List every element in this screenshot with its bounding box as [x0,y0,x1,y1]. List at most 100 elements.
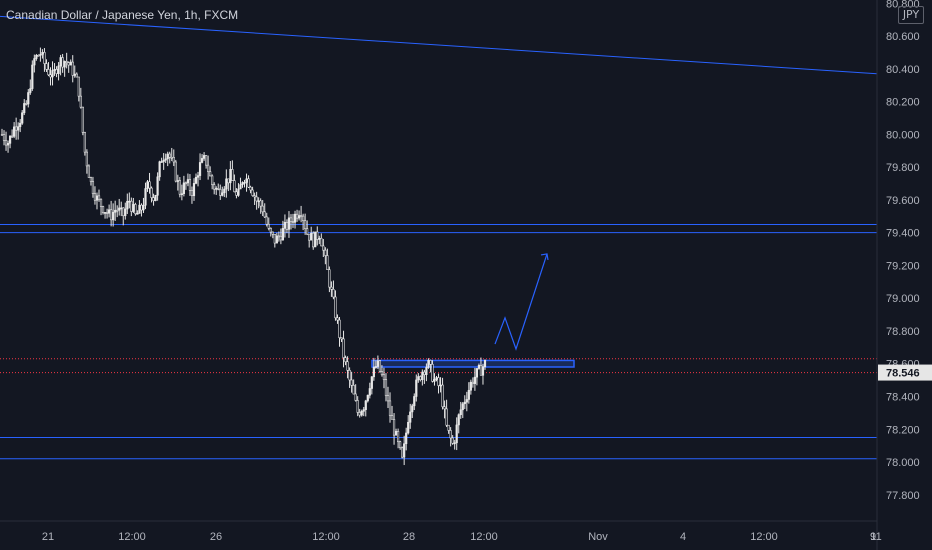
candle-body [326,255,329,270]
candle-body [306,228,309,235]
candle-body [73,73,76,76]
candle-body [479,365,483,376]
candle-body [118,207,121,211]
candle-body [196,175,200,178]
candle-body [439,384,442,387]
candle-body [340,337,343,340]
candle-body [463,401,466,405]
candle-body [63,61,66,68]
candle-body [453,442,456,445]
candle-body [413,396,416,407]
candle-body [53,69,56,71]
candle-body [87,165,90,178]
candle-body [467,389,470,400]
candle-body [233,180,236,193]
candle-body [237,188,240,196]
candle-body [8,135,12,144]
candle-body [380,371,384,376]
candle-body [81,106,84,133]
candle-body [249,186,252,191]
candle-body [421,371,424,381]
candle-body [409,411,412,423]
candle-body [207,164,210,172]
candle-body [83,132,86,153]
candle-body [352,385,355,395]
candle-body [85,151,88,167]
candle-body [374,366,377,368]
x-axis[interactable]: 21 12:00 26 12:00 28 12:00 Nov 4 12:00 911 [42,531,882,543]
candle-body [172,157,175,163]
candle-body [273,233,276,244]
candle-body [312,232,315,248]
trend-line [0,15,878,75]
x-tick-label: Nov [588,531,608,543]
candle-body [366,394,369,402]
candle-body [150,187,153,198]
price-lines [0,358,877,374]
candle-body [200,158,204,163]
candle-body [51,70,54,78]
candle-body [146,181,149,189]
candle-body [0,134,4,136]
horizontal-levels [0,223,877,460]
candle-body [134,204,137,215]
candle-body [287,217,291,230]
currency-badge[interactable]: JPY [898,6,924,24]
candle-body [289,217,293,223]
candle-body [219,189,222,196]
candle-body [281,228,285,241]
candle-body [401,447,404,458]
candle-body [108,209,111,214]
candle-body [334,296,337,319]
candle-body [368,388,371,396]
candle-body [275,235,278,244]
candle-body [392,419,396,436]
candle-body [376,360,379,367]
candle-body [178,180,181,195]
candle-body [360,411,363,416]
candle-body [350,379,353,386]
candle-body [382,374,386,380]
candle-body [227,178,230,184]
candle-body [295,213,299,219]
candle-body [449,430,452,439]
candle-body [4,140,8,146]
candle-body [144,188,147,206]
candle-body [388,400,392,416]
candle-body [93,193,97,201]
candle-body [443,406,446,410]
candle-body [297,215,301,219]
candle-body [433,379,436,382]
candle-body [245,178,248,183]
candle-body [25,103,28,105]
candle-body [31,64,34,89]
candle-body [299,215,303,217]
y-axis[interactable]: 77.80078.00078.20078.40078.60078.80079.0… [878,0,932,502]
candle-body [465,399,468,403]
y-tick-label: 77.800 [886,490,920,502]
candle-body [332,289,335,298]
candles [0,47,487,466]
candle-body [217,188,220,190]
candle-body [271,231,274,235]
candle-body [328,269,331,288]
candle-body [445,408,448,426]
candle-body [267,223,270,229]
candle-body [429,360,432,365]
candle-body [67,62,70,66]
projection-arrow-group [494,253,549,351]
candle-body [330,286,333,290]
candle-body [257,200,260,203]
candle-body [170,156,173,159]
candle-body [17,126,20,131]
candle-body [320,237,323,247]
candle-body [447,424,450,431]
candle-body [41,52,44,55]
candle-body [160,161,163,163]
y-tick-label: 78.000 [886,457,920,469]
candle-body [11,135,14,138]
candle-body [37,54,40,57]
candle-body [358,412,361,416]
candle-body [310,232,313,241]
